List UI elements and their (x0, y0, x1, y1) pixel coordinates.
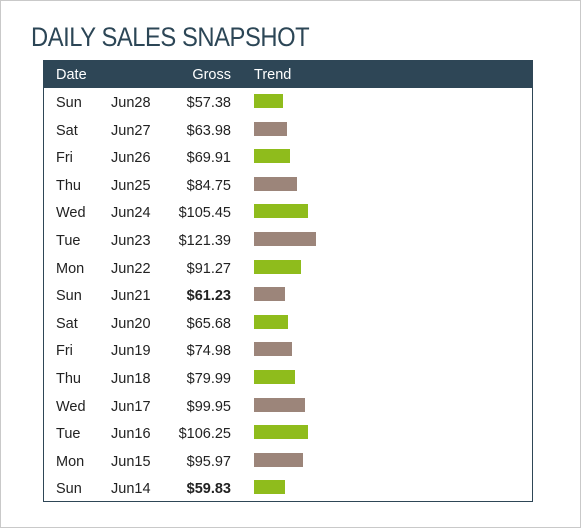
row-day: Sun (56, 95, 82, 111)
row-date: Jun28 (111, 95, 151, 111)
table-row: Thu Jun18 $79.99 (44, 364, 532, 392)
row-gross: $59.83 (186, 481, 231, 498)
row-gross: $95.97 (186, 453, 231, 470)
row-date: Jun23 (111, 232, 151, 249)
trend-bar (254, 121, 287, 136)
row-day: Sun (56, 288, 82, 305)
row-date: Jun17 (111, 398, 151, 415)
page-title: DAILY SALES SNAPSHOT (31, 22, 310, 52)
row-gross: $121.39 (178, 232, 231, 249)
row-date: Jun27 (111, 122, 151, 139)
trend-bar (254, 397, 305, 412)
trend-bar (254, 204, 308, 219)
row-gross: $74.98 (186, 343, 231, 360)
table-row: Mon Jun15 $95.97 (44, 447, 532, 475)
sales-table: Date Gross Trend Sun Jun28 $57.38 Sat Jun27 $… (43, 60, 533, 502)
table-row: Sun Jun28 $57.38 (44, 88, 532, 116)
table-row: Thu Jun25 $84.75 (44, 171, 532, 199)
table-body: Sun Jun28 $57.38 Sat Jun27 $63.98 Fri Jun26 $69.… (44, 88, 532, 502)
row-day: Sun (56, 481, 82, 498)
row-day: Wed (56, 205, 86, 222)
column-header-gross: Gross (192, 67, 231, 83)
table-row: Sun Jun14 $59.83 (44, 474, 532, 502)
row-day: Fri (56, 150, 73, 167)
row-day: Mon (56, 260, 85, 277)
trend-bar (254, 231, 316, 246)
trend-bar (254, 314, 288, 329)
row-date: Jun25 (111, 177, 151, 194)
row-gross: $84.75 (186, 177, 231, 194)
row-gross: $61.23 (186, 288, 231, 305)
trend-bar (254, 176, 297, 191)
column-header-date: Date (56, 67, 87, 83)
row-gross: $79.99 (186, 370, 231, 387)
row-date: Jun24 (111, 205, 151, 222)
trend-bar (254, 452, 303, 467)
table-row: Wed Jun17 $99.95 (44, 392, 532, 420)
row-date: Jun16 (111, 426, 151, 443)
table-row: Sat Jun27 $63.98 (44, 116, 532, 144)
table-row: Mon Jun22 $91.27 (44, 254, 532, 282)
table-row: Wed Jun24 $105.45 (44, 198, 532, 226)
row-gross: $106.25 (178, 426, 231, 443)
row-day: Thu (56, 177, 81, 194)
table-row: Tue Jun16 $106.25 (44, 419, 532, 447)
table-row: Sun Jun21 $61.23 (44, 281, 532, 309)
row-day: Thu (56, 370, 81, 387)
trend-bar (254, 94, 283, 108)
row-gross: $69.91 (186, 150, 231, 167)
trend-bar (254, 425, 308, 440)
table-row: Sat Jun20 $65.68 (44, 309, 532, 337)
column-header-trend: Trend (254, 67, 292, 83)
row-day: Sat (56, 315, 78, 332)
row-gross: $57.38 (186, 95, 231, 111)
table-header: Date Gross Trend (44, 61, 532, 88)
row-date: Jun26 (111, 150, 151, 167)
row-date: Jun22 (111, 260, 151, 277)
row-gross: $65.68 (186, 315, 231, 332)
row-date: Jun18 (111, 370, 151, 387)
row-day: Wed (56, 398, 86, 415)
row-day: Sat (56, 122, 78, 139)
row-date: Jun20 (111, 315, 151, 332)
row-date: Jun15 (111, 453, 151, 470)
row-gross: $99.95 (186, 398, 231, 415)
trend-bar (254, 480, 285, 495)
table-row: Fri Jun26 $69.91 (44, 143, 532, 171)
table-row: Fri Jun19 $74.98 (44, 336, 532, 364)
trend-bar (254, 287, 285, 302)
trend-bar (254, 342, 292, 357)
row-date: Jun21 (111, 288, 151, 305)
trend-bar (254, 369, 295, 384)
row-gross: $91.27 (186, 260, 231, 277)
row-day: Fri (56, 343, 73, 360)
row-day: Tue (56, 232, 81, 249)
row-date: Jun14 (111, 481, 151, 498)
row-date: Jun19 (111, 343, 151, 360)
trend-bar (254, 259, 301, 274)
table-row: Tue Jun23 $121.39 (44, 226, 532, 254)
row-gross: $63.98 (186, 122, 231, 139)
row-day: Mon (56, 453, 85, 470)
trend-bar (254, 149, 290, 164)
row-day: Tue (56, 426, 81, 443)
row-gross: $105.45 (178, 205, 231, 222)
